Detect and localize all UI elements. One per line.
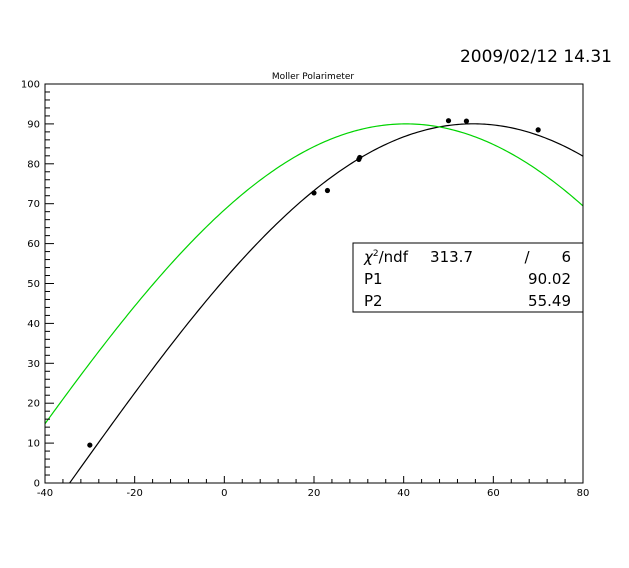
- data-point: [357, 154, 363, 161]
- y-tick-label: 70: [27, 199, 40, 210]
- stats-ndf-value: 6: [561, 248, 571, 266]
- stats-chi2-separator: /: [524, 248, 530, 266]
- x-tick-label: -40: [37, 488, 53, 499]
- y-tick-label: 40: [27, 319, 40, 330]
- stats-chi2-label: χ2/ndf: [363, 248, 409, 266]
- data-point: [445, 118, 452, 124]
- fit-curve-line: [68, 123, 583, 483]
- stats-chi2-value: 313.7: [430, 248, 473, 266]
- y-tick-label: 80: [27, 159, 40, 170]
- datestamp: 2009/02/12 14.31: [460, 47, 612, 67]
- y-tick-label: 50: [27, 279, 40, 290]
- x-tick-label: 60: [487, 488, 500, 499]
- stats-p1-label: P1: [364, 270, 383, 288]
- curves-layer: [45, 123, 583, 483]
- y-tick-label: 10: [27, 439, 40, 450]
- stats-p2-value: 55.49: [528, 292, 571, 310]
- data-point: [463, 118, 470, 124]
- data-point: [535, 127, 541, 133]
- chart-title: Moller Polarimeter: [272, 72, 355, 82]
- x-axis: -40 -20 0 20 40 60 80: [37, 476, 590, 499]
- y-tick-label: 90: [27, 119, 40, 130]
- x-tick-label: 0: [221, 488, 227, 499]
- stats-box: χ2/ndf 313.7 / 6 P1 90.02 P2 55.49: [352, 242, 584, 313]
- data-point: [324, 187, 331, 194]
- x-tick-label: 20: [308, 488, 321, 499]
- data-points-layer: [87, 118, 541, 448]
- stats-p2-label: P2: [364, 292, 383, 310]
- y-axis: 0 10 20 30 40 50 60 70 80 90 100: [21, 80, 54, 490]
- y-tick-label: 20: [27, 399, 40, 410]
- data-point: [311, 190, 317, 196]
- y-tick-label: 0: [34, 479, 40, 490]
- x-tick-label: 80: [577, 488, 590, 499]
- data-point: [87, 442, 93, 448]
- stats-box-frame: [352, 242, 584, 313]
- y-tick-label: 30: [27, 359, 40, 370]
- stats-p1-value: 90.02: [528, 270, 571, 288]
- y-tick-label: 100: [21, 80, 40, 91]
- x-tick-label: -20: [126, 488, 142, 499]
- x-tick-label: 40: [397, 488, 410, 499]
- y-tick-label: 60: [27, 239, 40, 250]
- reference-curve-line: [45, 123, 583, 425]
